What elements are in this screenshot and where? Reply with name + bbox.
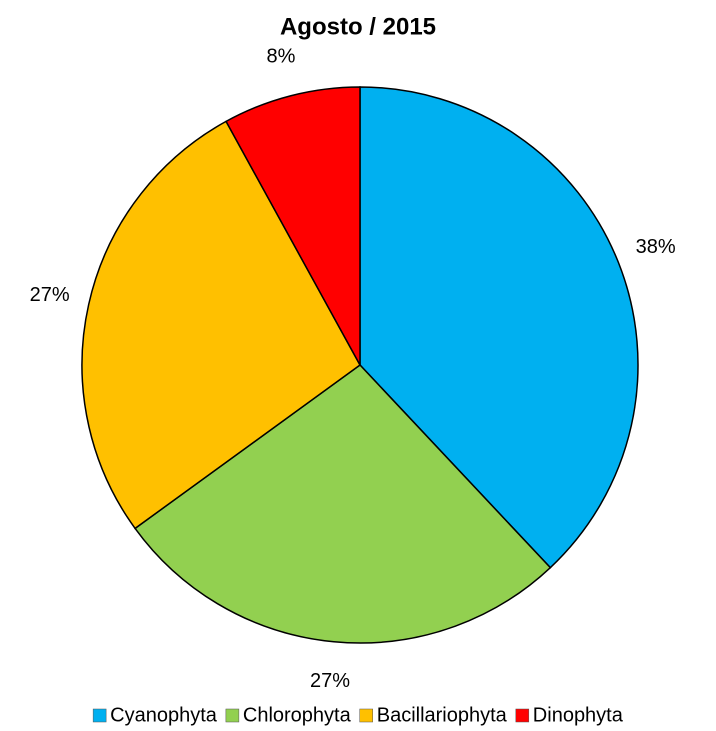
legend-label: Bacillariophyta xyxy=(377,704,508,726)
pie-slice xyxy=(225,86,361,366)
legend-swatch xyxy=(515,708,530,723)
pie-slice xyxy=(134,364,552,644)
legend-swatch xyxy=(225,708,240,723)
legend-label: Cyanophyta xyxy=(110,704,218,726)
legend-label: Chlorophyta xyxy=(243,704,352,726)
data-label: 27% xyxy=(30,284,70,306)
data-label: 8% xyxy=(266,45,295,67)
pie-slice xyxy=(359,86,639,569)
legend-label: Dinophyta xyxy=(533,704,624,726)
legend: Cyanophyta Chlorophyta Bacillariophyta Dino… xyxy=(92,704,624,726)
legend-swatch xyxy=(359,708,373,723)
chart-title: Agosto / 2015 xyxy=(280,13,436,40)
data-label: 38% xyxy=(636,236,676,258)
data-label: 27% xyxy=(310,670,350,692)
legend-swatch xyxy=(92,708,107,723)
pie-slice xyxy=(81,120,361,530)
